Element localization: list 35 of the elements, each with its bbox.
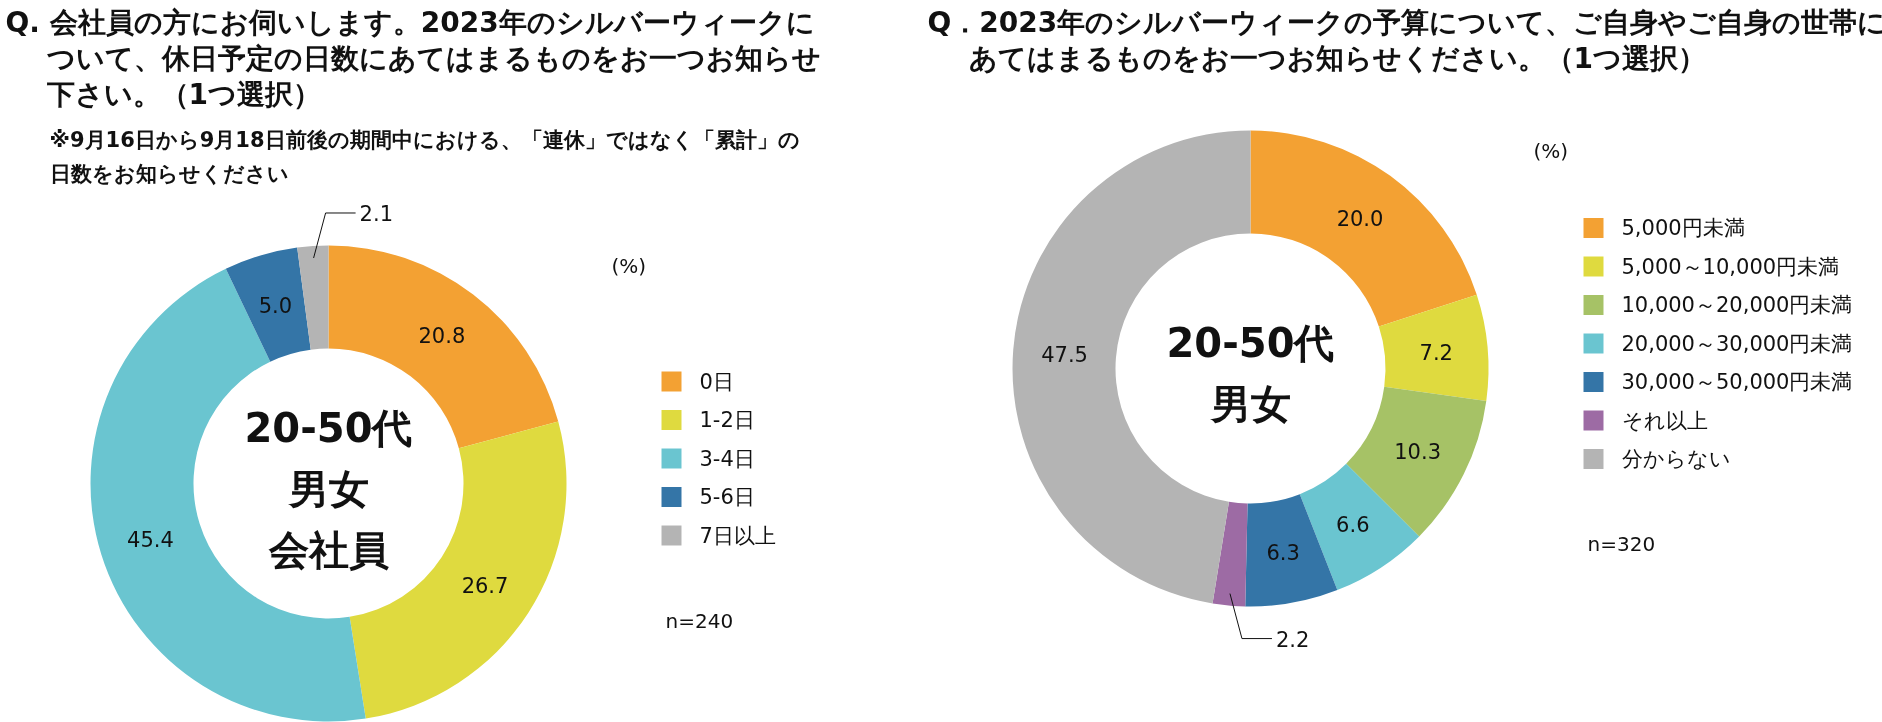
text: 20-50代 (244, 404, 413, 451)
data-label: 26.7 (461, 573, 509, 598)
text: 男女 (1209, 381, 1291, 427)
data-label: 20.0 (1336, 206, 1384, 231)
legend-label: 1-2日 (699, 408, 755, 432)
text: n=240 (665, 608, 734, 633)
text: 男女 (287, 465, 369, 512)
legend-label: 5-6日 (699, 485, 755, 509)
data-label: 6.6 (1336, 513, 1370, 538)
data-label: 10.3 (1394, 440, 1442, 465)
legend-label: 7日以上 (699, 523, 776, 548)
legend-label: 3-4日 (699, 446, 755, 471)
legend-label: 30,000～50,000円未満 (1621, 370, 1853, 394)
data-label: 20.8 (418, 324, 466, 349)
legend-label: それ以上 (1621, 408, 1708, 433)
data-label: 2.2 (1275, 627, 1310, 652)
legend-label: 5,000円未満 (1621, 216, 1745, 240)
legend-label: 0日 (699, 369, 734, 394)
data-label: 6.3 (1266, 541, 1300, 566)
legend-label: 分からない (1621, 447, 1731, 471)
legend-label: 20,000～30,000円未満 (1621, 331, 1853, 356)
legend-label: 10,000～20,000円未満 (1621, 293, 1853, 317)
text: n=320 (1587, 532, 1656, 556)
data-label: 45.4 (127, 527, 174, 552)
data-label: 5.0 (258, 293, 293, 318)
text: 会社員 (267, 526, 389, 573)
data-label: 47.5 (1041, 342, 1088, 367)
chart-subtitle: ※9月16日から9月18日前後の期間中における、「連休」ではなく「累計」の日数をお知らせください (49, 127, 800, 186)
data-label: 2.1 (359, 201, 394, 226)
data-label: 7.2 (1419, 340, 1453, 365)
text: (%) (611, 253, 647, 278)
text: 20-50代 (1166, 320, 1335, 366)
text: (%) (1533, 138, 1569, 163)
chart-title: Q. 会社員の方にお伺いします。2023年のシルバーウィークについて、休日予定の日数にあてはまるものをお一つお知らせ下さい。（1つ選択） (5, 6, 821, 111)
legend-label: 5,000～10,000円未満 (1621, 254, 1840, 279)
